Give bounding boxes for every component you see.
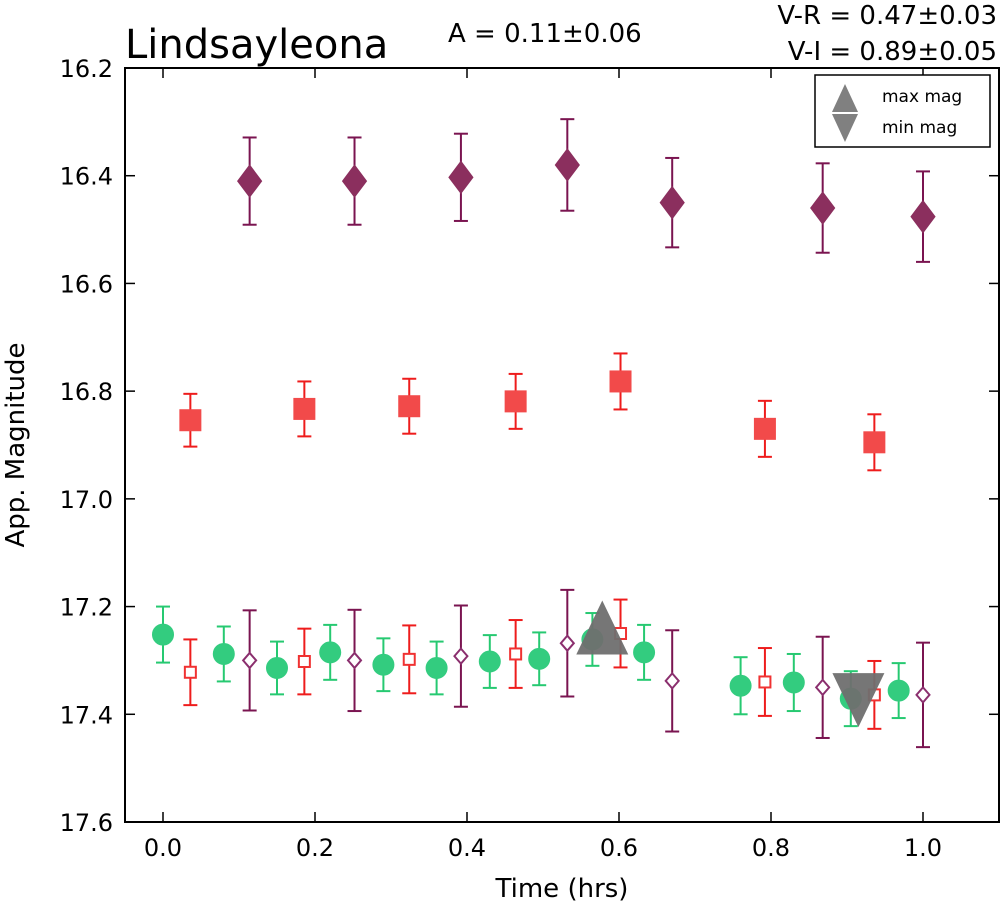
y-tick-label: 17.0	[60, 486, 113, 514]
legend-min-mag-icon	[832, 114, 858, 142]
y-tick-label: 16.4	[60, 163, 113, 191]
diamond-point	[341, 164, 368, 198]
square-point	[863, 431, 886, 454]
diamond-point	[915, 685, 931, 704]
v-r-annotation: V-R = 0.47±0.03	[777, 1, 997, 31]
diamond-point	[810, 191, 836, 225]
square-point	[753, 417, 776, 440]
x-tick-label: 0.8	[752, 834, 790, 862]
chart-title: Lindsayleona	[125, 22, 388, 68]
x-tick-label: 0.0	[144, 834, 182, 862]
y-tick-label: 16.2	[60, 55, 113, 83]
x-tick-label: 1.0	[904, 834, 942, 862]
circle-point	[478, 650, 501, 673]
square-point	[293, 397, 316, 420]
square-point	[402, 652, 416, 666]
square-point	[609, 370, 632, 393]
circle-point	[319, 641, 342, 664]
min-mag-marker	[832, 673, 885, 728]
amplitude-annotation: A = 0.11±0.06	[448, 19, 642, 49]
diamond-point	[659, 185, 685, 220]
y-tick-label: 17.4	[60, 701, 113, 729]
y-tick-label: 16.6	[60, 270, 113, 298]
max-mag-marker	[576, 600, 629, 655]
diamond-point	[664, 671, 681, 690]
legend-max-mag-icon	[832, 84, 858, 112]
square-point	[297, 655, 311, 669]
circle-point	[633, 641, 656, 664]
legend-min-mag-label: min mag	[882, 118, 957, 138]
circle-point	[729, 674, 752, 697]
x-tick-label: 0.6	[600, 834, 638, 862]
circle-point	[782, 671, 805, 694]
circle-point	[887, 679, 910, 702]
circle-point	[528, 647, 551, 670]
circle-point	[152, 623, 174, 646]
legend: max mag min mag	[814, 74, 991, 148]
square-point	[179, 409, 202, 432]
square-point	[398, 395, 421, 418]
square-point	[509, 647, 523, 661]
circle-point	[425, 656, 448, 679]
x-tick-label: 0.4	[448, 834, 486, 862]
axis-ticks: 0.0 0.2 0.4 0.6 0.8 1.0 16.2 16.4 16.6 16.8 17.0 17…	[60, 55, 999, 862]
diamond-point	[453, 647, 469, 666]
square-point	[504, 390, 527, 413]
diamond-point	[237, 164, 263, 198]
x-axis-label: Time (hrs)	[495, 874, 629, 904]
square-point	[183, 665, 197, 679]
diamond-point	[241, 651, 258, 670]
diamond-point	[346, 651, 363, 670]
diamond-point	[814, 678, 831, 697]
diamond-point	[910, 199, 936, 234]
x-tick-label: 0.2	[296, 834, 334, 862]
square-point	[758, 675, 772, 689]
circle-point	[212, 642, 235, 665]
data-markers	[152, 148, 936, 710]
legend-max-mag-label: max mag	[882, 87, 962, 107]
extrema-markers	[576, 600, 885, 728]
circle-point	[266, 656, 288, 679]
y-tick-label: 16.8	[60, 378, 113, 406]
circle-point	[372, 653, 395, 676]
plot-area	[124, 67, 1000, 823]
y-axis-label: App. Magnitude	[1, 342, 31, 547]
y-tick-label: 17.6	[60, 809, 113, 837]
y-tick-label: 17.2	[60, 594, 113, 622]
diamond-point	[559, 634, 576, 653]
diamond-point	[554, 148, 580, 182]
v-i-annotation: V-I = 0.89±0.05	[788, 37, 997, 67]
diamond-point	[448, 160, 474, 195]
